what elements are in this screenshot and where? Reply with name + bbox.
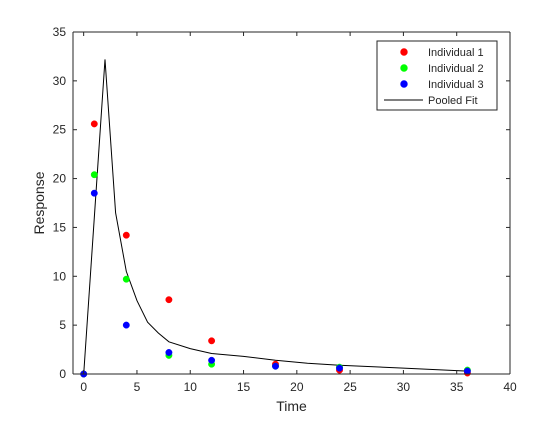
x-tick-label: 35 — [450, 380, 464, 394]
individual-1-point — [165, 296, 173, 304]
individual-3-point — [122, 321, 130, 329]
individual-2-point — [90, 171, 98, 179]
y-tick-label: 5 — [59, 318, 66, 332]
x-tick-label: 20 — [290, 380, 304, 394]
individual-3-point — [165, 349, 173, 356]
y-tick-label: 10 — [53, 269, 67, 283]
legend: Individual 1 Individual 2 Individual 3 Pool… — [376, 40, 498, 111]
y-tick-label: 35 — [53, 25, 67, 39]
individual-3-point — [272, 362, 279, 370]
pooled-fit-line — [83, 59, 468, 375]
individual-1-point — [208, 337, 216, 345]
y-axis-label: Response — [31, 171, 47, 234]
axes-layer: 0 5 10 15 20 25 30 35 40 0 5 10 15 20 25 30 35 — [53, 25, 517, 394]
legend-label-pooled-fit: Pooled Fit — [428, 95, 478, 107]
x-tick-label: 40 — [503, 380, 517, 394]
individual-3-point — [208, 356, 216, 364]
individual-3-point — [463, 367, 471, 375]
legend-label-individual-3: Individual 3 — [428, 79, 484, 91]
legend-marker-individual-2 — [400, 64, 408, 72]
legend-marker-individual-3 — [400, 80, 408, 88]
individual-1-point — [90, 120, 98, 128]
individual-1-point — [122, 231, 130, 239]
y-tick-label: 0 — [59, 367, 66, 381]
y-tick-label: 25 — [53, 123, 67, 137]
x-tick-label: 10 — [184, 380, 198, 394]
legend-box — [376, 40, 498, 111]
x-tick-label: 25 — [343, 380, 357, 394]
x-tick-label: 30 — [397, 380, 411, 394]
legend-label-individual-2: Individual 2 — [428, 63, 484, 75]
individual-2-point — [122, 275, 130, 283]
data-points-layer — [80, 120, 471, 378]
y-tick-label: 20 — [53, 172, 67, 186]
y-tick-label: 15 — [53, 220, 67, 234]
x-axis-label: Time — [276, 398, 307, 414]
fit-line-layer — [83, 59, 468, 375]
individual-3-point — [336, 364, 343, 372]
legend-marker-individual-1 — [400, 48, 408, 56]
x-tick-label: 15 — [237, 380, 251, 394]
x-tick-label: 5 — [134, 380, 141, 394]
x-tick-label: 0 — [80, 380, 87, 394]
individual-3-point — [90, 189, 98, 197]
y-tick-label: 30 — [53, 74, 67, 88]
legend-label-individual-1: Individual 1 — [428, 47, 484, 59]
